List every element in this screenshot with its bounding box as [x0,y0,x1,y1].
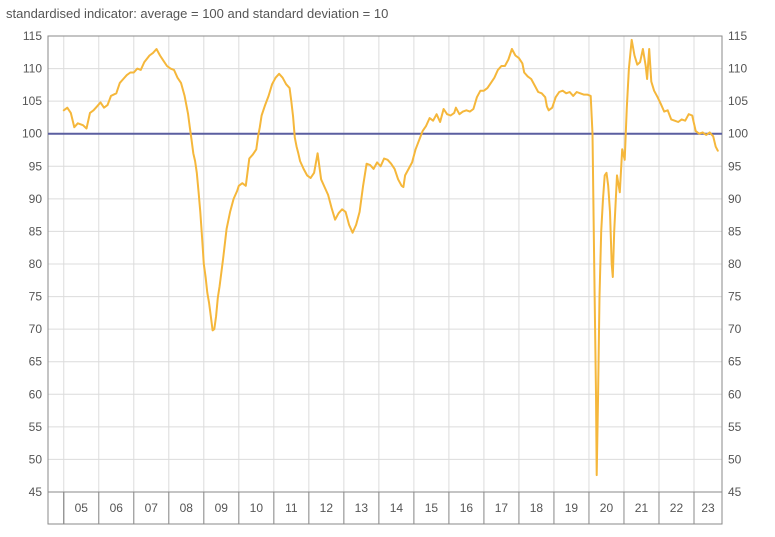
y-tick-right-80: 80 [728,257,742,271]
y-tick-right-45: 45 [728,485,742,499]
x-tick-06: 06 [110,501,124,515]
y-tick-right-105: 105 [728,94,748,108]
x-tick-07: 07 [145,501,159,515]
y-tick-left-95: 95 [29,159,43,173]
y-tick-right-115: 115 [728,29,747,43]
x-tick-14: 14 [390,501,404,515]
y-tick-left-90: 90 [29,192,43,206]
x-tick-18: 18 [530,501,544,515]
x-tick-19: 19 [565,501,579,515]
y-tick-right-95: 95 [728,159,742,173]
y-tick-left-105: 105 [22,94,42,108]
y-axis-right: 45 50 55 60 65 70 75 80 85 90 95 100 105 110 115 [728,29,748,499]
x-tick-23: 23 [701,501,715,515]
x-axis-cells: 05 06 07 08 09 10 11 12 13 14 15 16 17 18 19 20 21 22 23 [48,491,722,524]
y-tick-left-70: 70 [29,322,43,336]
y-tick-left-85: 85 [29,224,43,238]
chart-subtitle: standardised indicator: average = 100 an… [6,6,389,21]
y-tick-left-110: 110 [23,62,42,76]
y-tick-left-100: 100 [22,127,42,141]
y-tick-left-75: 75 [29,290,43,304]
x-tick-22: 22 [670,501,684,515]
x-tick-05: 05 [75,501,89,515]
grid-lines [48,35,722,524]
x-tick-15: 15 [425,501,439,515]
plot-area-frame [47,35,723,525]
indicator-series-line [62,38,719,477]
x-tick-11: 11 [285,501,298,515]
x-tick-20: 20 [600,501,614,515]
y-tick-right-85: 85 [728,224,742,238]
y-tick-right-60: 60 [728,387,742,401]
y-tick-right-100: 100 [728,127,748,141]
y-tick-left-45: 45 [29,485,43,499]
y-tick-right-55: 55 [728,420,742,434]
y-tick-left-80: 80 [29,257,43,271]
x-tick-10: 10 [250,501,264,515]
y-tick-right-50: 50 [728,452,742,466]
y-tick-left-60: 60 [29,387,43,401]
y-tick-right-70: 70 [728,322,742,336]
y-tick-right-65: 65 [728,355,742,369]
y-tick-left-50: 50 [29,452,43,466]
y-tick-left-55: 55 [29,420,43,434]
x-tick-09: 09 [215,501,229,515]
y-tick-right-90: 90 [728,192,742,206]
x-tick-21: 21 [635,501,649,515]
y-tick-left-115: 115 [23,29,42,43]
x-tick-12: 12 [320,501,334,515]
y-tick-right-110: 110 [728,62,747,76]
x-tick-13: 13 [355,501,369,515]
x-tick-17: 17 [495,501,509,515]
y-axis-left: 45 50 55 60 65 70 75 80 85 90 95 100 105 110 115 [22,29,42,499]
x-tick-08: 08 [180,501,194,515]
x-tick-16: 16 [460,501,474,515]
y-tick-left-65: 65 [29,355,43,369]
y-tick-right-75: 75 [728,290,742,304]
